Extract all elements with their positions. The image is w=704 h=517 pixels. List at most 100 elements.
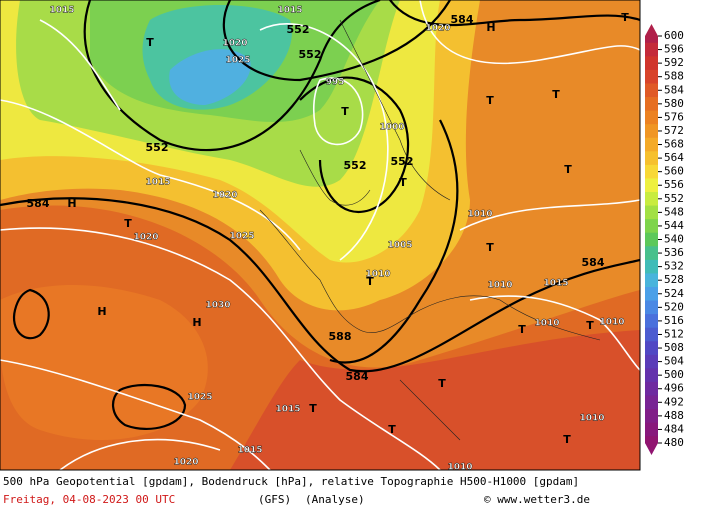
caption-date: Freitag, 04-08-2023 00 UTC <box>3 493 175 506</box>
map-label: T <box>563 433 571 446</box>
colorbar-swatch <box>645 83 658 98</box>
colorbar-label: 596 <box>664 43 684 56</box>
map-label: 1015 <box>145 178 170 188</box>
colorbar-swatch <box>645 341 658 356</box>
map-label: 588 <box>329 330 352 343</box>
colorbar-swatch <box>645 42 658 57</box>
map-label: T <box>586 319 594 332</box>
colorbar-label: 520 <box>664 300 684 313</box>
map-label: 1015 <box>275 405 300 415</box>
colorbar-swatch <box>645 436 658 444</box>
colorbar-swatch <box>645 300 658 315</box>
map-label: T <box>564 163 572 176</box>
map-label: 1030 <box>205 301 230 311</box>
map-label: 1025 <box>225 56 250 66</box>
colorbar-cap-bottom <box>645 443 658 455</box>
map-label: 995 <box>326 78 345 88</box>
caption-line: 500 hPa Geopotential [gpdam], Bodendruck… <box>3 475 579 488</box>
colorbar-label: 480 <box>664 436 684 449</box>
map-label: T <box>518 323 526 336</box>
map-label: H <box>67 197 76 210</box>
map-label: 1010 <box>579 414 604 424</box>
map-label: 552 <box>344 159 367 172</box>
colorbar-swatch <box>645 36 658 44</box>
map-label: H <box>97 305 106 318</box>
colorbar-swatch <box>645 422 658 437</box>
map-label: 1010 <box>487 281 512 291</box>
colorbar-label: 592 <box>664 56 684 69</box>
colorbar-swatch <box>645 56 658 71</box>
map-label: H <box>192 316 201 329</box>
colorbar-swatch <box>645 314 658 329</box>
map-label: 552 <box>299 48 322 61</box>
colorbar-swatch <box>645 354 658 369</box>
colorbar-label: 552 <box>664 192 684 205</box>
colorbar: 6005965925885845805765725685645605565525… <box>645 24 684 455</box>
colorbar-swatch <box>645 219 658 234</box>
colorbar-label: 536 <box>664 246 684 259</box>
colorbar-cap-top <box>645 24 658 36</box>
colorbar-label: 548 <box>664 205 684 218</box>
colorbar-swatch <box>645 273 658 288</box>
colorbar-label: 568 <box>664 138 684 151</box>
map-label: 1020 <box>425 24 450 34</box>
caption-run: (Analyse) <box>305 493 365 506</box>
map-label: T <box>366 275 374 288</box>
coastlines <box>259 19 601 441</box>
map-label: 1015 <box>49 6 74 16</box>
colorbar-label: 512 <box>664 327 684 340</box>
map-frame <box>0 0 641 471</box>
map-label: 552 <box>391 155 414 168</box>
map-label: T <box>486 241 494 254</box>
colorbar-label: 488 <box>664 409 684 422</box>
colorbar-swatch <box>645 246 658 261</box>
map-label: T <box>388 423 396 436</box>
colorbar-swatch <box>645 110 658 125</box>
geopotential-contours <box>0 0 640 430</box>
map-label: 584 <box>27 197 50 210</box>
colorbar-swatch <box>645 97 658 112</box>
colorbar-label: 504 <box>664 355 684 368</box>
colorbar-swatch <box>645 409 658 424</box>
map-label: 1010 <box>447 463 472 473</box>
map-label: 1015 <box>277 6 302 16</box>
map-label: T <box>621 11 629 24</box>
map-label: T <box>124 217 132 230</box>
map-label: 1015 <box>543 279 568 289</box>
map-label: 552 <box>287 23 310 36</box>
map-label: 584 <box>582 256 605 269</box>
map-label: 584 <box>346 370 369 383</box>
map-label: T <box>309 402 317 415</box>
colorbar-swatch <box>645 259 658 274</box>
map-label: 552 <box>146 141 169 154</box>
map-label: 1010 <box>534 319 559 329</box>
colorbar-label: 532 <box>664 260 684 273</box>
colorbar-label: 516 <box>664 314 684 327</box>
map-label: T <box>399 176 407 189</box>
colorbar-swatch <box>645 192 658 207</box>
colorbar-label: 600 <box>664 29 684 42</box>
map-label: 1020 <box>222 39 247 49</box>
map-fields <box>0 0 640 470</box>
map-label: 1020 <box>212 191 237 201</box>
map-label: T <box>552 88 560 101</box>
colorbar-swatch <box>645 124 658 139</box>
map-label: 1010 <box>467 210 492 220</box>
colorbar-label: 572 <box>664 124 684 137</box>
colorbar-label: 580 <box>664 97 684 110</box>
map-label: 1025 <box>187 393 212 403</box>
colorbar-swatch <box>645 327 658 342</box>
pressure-contours <box>0 0 640 470</box>
colorbar-swatch <box>645 286 658 302</box>
colorbar-swatch <box>645 178 658 193</box>
map-label: T <box>341 105 349 118</box>
colorbar-swatch <box>645 69 658 84</box>
map-label: T <box>438 377 446 390</box>
colorbar-label: 564 <box>664 151 684 164</box>
colorbar-label: 500 <box>664 368 684 381</box>
colorbar-label: 588 <box>664 70 684 83</box>
colorbar-label: 584 <box>664 83 684 96</box>
colorbar-label: 496 <box>664 382 684 395</box>
